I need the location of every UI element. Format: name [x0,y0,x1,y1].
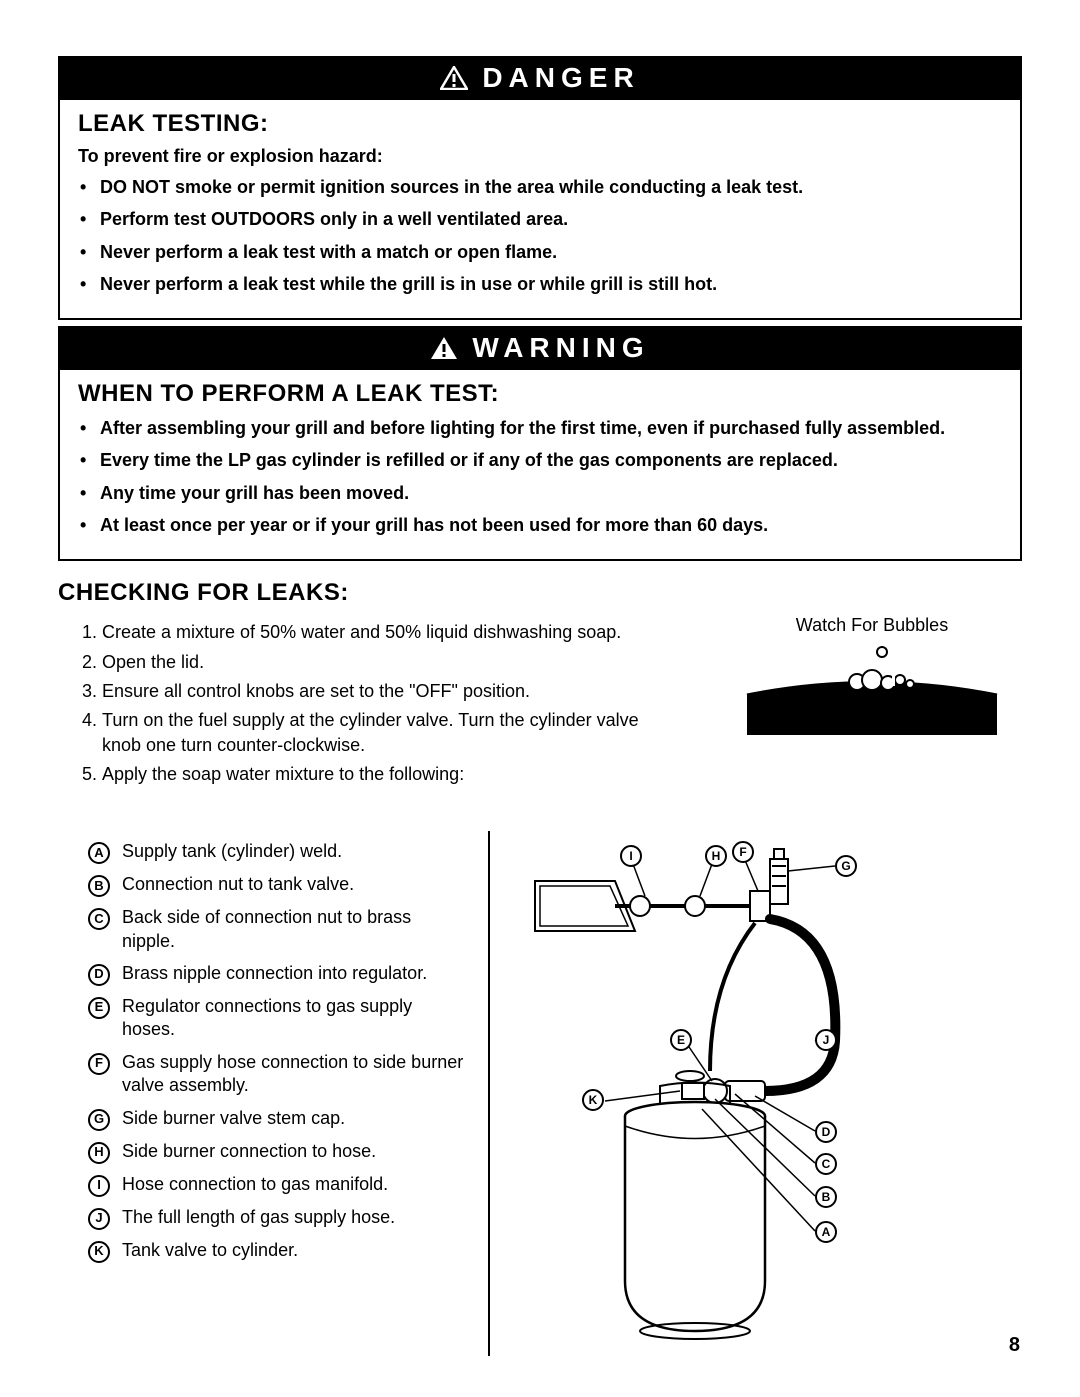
callout-g: G [835,855,857,877]
vertical-divider [488,831,490,1356]
legend-row: E Regulator connections to gas supply hos… [88,995,468,1042]
warning-banner-text: WARNING [472,332,649,364]
step-item: Apply the soap water mixture to the foll… [102,762,662,786]
callout-b: B [815,1186,837,1208]
legend-key: E [88,997,110,1019]
legend-text: Back side of connection nut to brass nip… [122,906,468,953]
callout-c: C [815,1153,837,1175]
legend-key: G [88,1109,110,1131]
steps-list: Create a mixture of 50% water and 50% li… [58,615,692,791]
legend-key: F [88,1053,110,1075]
warning-item: At least once per year or if your grill … [100,513,1002,537]
callout-d: D [815,1121,837,1143]
diagram-column: I H F G E J K D C B A [520,831,1022,1356]
danger-intro: To prevent fire or explosion hazard: [78,146,1002,167]
callout-j: J [815,1029,837,1051]
legend-row: J The full length of gas supply hose. [88,1206,468,1230]
warning-list: After assembling your grill and before l… [78,416,1002,537]
legend-text: Side burner connection to hose. [122,1140,376,1163]
danger-banner-text: DANGER [482,62,639,94]
legend-text: Regulator connections to gas supply hose… [122,995,468,1042]
warning-box: WHEN TO PERFORM A LEAK TEST: After assem… [58,368,1022,561]
legend-key: C [88,908,110,930]
legend-key: H [88,1142,110,1164]
legend-column: A Supply tank (cylinder) weld. B Connectio… [58,831,488,1271]
watch-bubbles-label: Watch For Bubbles [722,615,1022,636]
step-item: Turn on the fuel supply at the cylinder … [102,708,662,757]
legend-text: Tank valve to cylinder. [122,1239,298,1262]
step-item: Open the lid. [102,650,662,674]
warning-item: Every time the LP gas cylinder is refill… [100,448,1002,472]
legend-row: F Gas supply hose connection to side burn… [88,1051,468,1098]
legend-row: C Back side of connection nut to brass ni… [88,906,468,953]
legend-row: B Connection nut to tank valve. [88,873,468,897]
warning-triangle-icon [430,336,458,360]
legend-text: Connection nut to tank valve. [122,873,354,896]
step-item: Create a mixture of 50% water and 50% li… [102,620,662,644]
danger-item: DO NOT smoke or permit ignition sources … [100,175,1002,199]
callout-f: F [732,841,754,863]
danger-heading: LEAK TESTING: [78,110,1002,138]
danger-item: Never perform a leak test while the gril… [100,272,1002,296]
legend-row: D Brass nipple connection into regulator. [88,962,468,986]
warning-item: After assembling your grill and before l… [100,416,1002,440]
legend-key: B [88,875,110,897]
legend-row: G Side burner valve stem cap. [88,1107,468,1131]
legend-text: Gas supply hose connection to side burne… [122,1051,468,1098]
callout-e: E [670,1029,692,1051]
bubbles-illustration-icon [742,640,1002,740]
danger-item: Never perform a leak test with a match o… [100,240,1002,264]
legend-key: J [88,1208,110,1230]
legend-row: I Hose connection to gas manifold. [88,1173,468,1197]
legend-key: A [88,842,110,864]
danger-box: LEAK TESTING: To prevent fire or explosi… [58,98,1022,320]
callout-h: H [705,845,727,867]
tank-hose-diagram-icon [520,831,900,1351]
checking-heading: CHECKING FOR LEAKS: [58,579,1022,607]
callout-i: I [620,845,642,867]
legend-key: D [88,964,110,986]
callout-a: A [815,1221,837,1243]
legend-key: K [88,1241,110,1263]
page-number: 8 [1009,1334,1020,1357]
legend-text: Brass nipple connection into regulator. [122,962,427,985]
legend-text: The full length of gas supply hose. [122,1206,395,1229]
warning-banner: WARNING [58,326,1022,368]
danger-list: DO NOT smoke or permit ignition sources … [78,175,1002,296]
legend-text: Hose connection to gas manifold. [122,1173,388,1196]
callout-k: K [582,1089,604,1111]
legend-row: A Supply tank (cylinder) weld. [88,840,468,864]
warning-heading: WHEN TO PERFORM A LEAK TEST: [78,380,1002,408]
warning-item: Any time your grill has been moved. [100,481,1002,505]
legend-row: K Tank valve to cylinder. [88,1239,468,1263]
legend-text: Side burner valve stem cap. [122,1107,345,1130]
warning-triangle-icon [440,66,468,90]
step-item: Ensure all control knobs are set to the … [102,679,662,703]
legend-key: I [88,1175,110,1197]
legend-text: Supply tank (cylinder) weld. [122,840,342,863]
danger-item: Perform test OUTDOORS only in a well ven… [100,207,1002,231]
danger-banner: DANGER [58,56,1022,98]
legend-row: H Side burner connection to hose. [88,1140,468,1164]
